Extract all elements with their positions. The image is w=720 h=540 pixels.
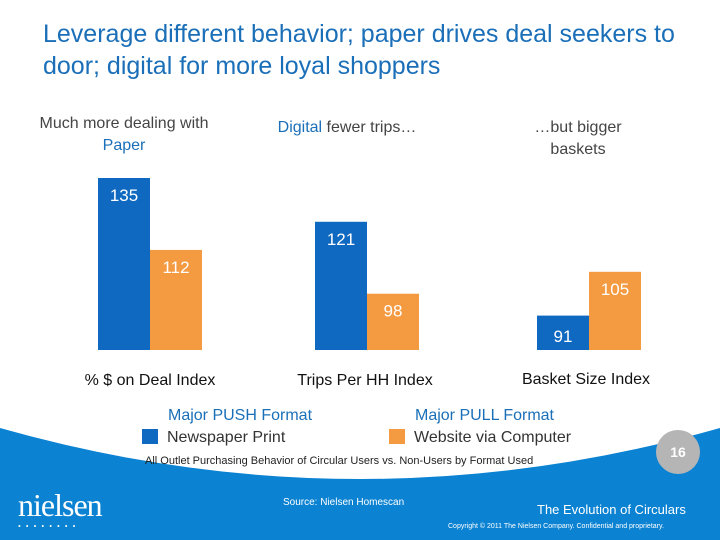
deck-title: The Evolution of Circulars <box>537 502 686 517</box>
data-label: 112 <box>162 258 189 277</box>
legend-heading: Major PULL Format <box>415 407 554 424</box>
legend-label: Newspaper Print <box>167 429 286 446</box>
bar <box>537 315 589 350</box>
subtitle-3: …but bigger baskets <box>534 119 622 158</box>
copyright: Copyright © 2011 The Nielsen Company. Co… <box>448 523 664 530</box>
data-label: 98 <box>384 302 403 321</box>
legend-heading: Major PUSH Format <box>168 407 313 424</box>
subtitle-1: Much more dealing with Paper <box>39 115 209 154</box>
data-label: 135 <box>110 186 138 205</box>
x-label-1: % $ on Deal Index <box>84 372 216 389</box>
subtitle-2: Digital fewer trips… <box>277 119 417 136</box>
legend-item-push: Major PUSH Format Newspaper Print <box>142 405 312 449</box>
data-label: 105 <box>601 280 629 299</box>
data-label: 121 <box>327 230 355 249</box>
bar <box>98 178 150 350</box>
page-number-badge: 16 <box>656 430 700 474</box>
page-title: Leverage different behavior; paper drive… <box>43 20 675 80</box>
bar-chart: 135 112 121 98 91 105 <box>98 178 641 350</box>
bar <box>315 221 367 350</box>
bar <box>150 249 202 350</box>
legend-swatch <box>389 429 405 444</box>
legend-swatch <box>142 429 158 444</box>
data-label: 91 <box>554 327 573 346</box>
legend-item-pull: Major PULL Format Website via Computer <box>389 405 571 449</box>
footnote: All Outlet Purchasing Behavior of Circul… <box>145 455 534 467</box>
x-label-3: Basket Size Index <box>521 371 651 388</box>
x-label-2: Trips Per HH Index <box>297 372 433 389</box>
source-text: Source: Nielsen Homescan <box>283 497 405 508</box>
nielsen-logo: nielsen •••••••• <box>18 487 103 531</box>
bar <box>367 293 419 350</box>
bar <box>589 271 641 350</box>
legend-label: Website via Computer <box>414 429 572 446</box>
